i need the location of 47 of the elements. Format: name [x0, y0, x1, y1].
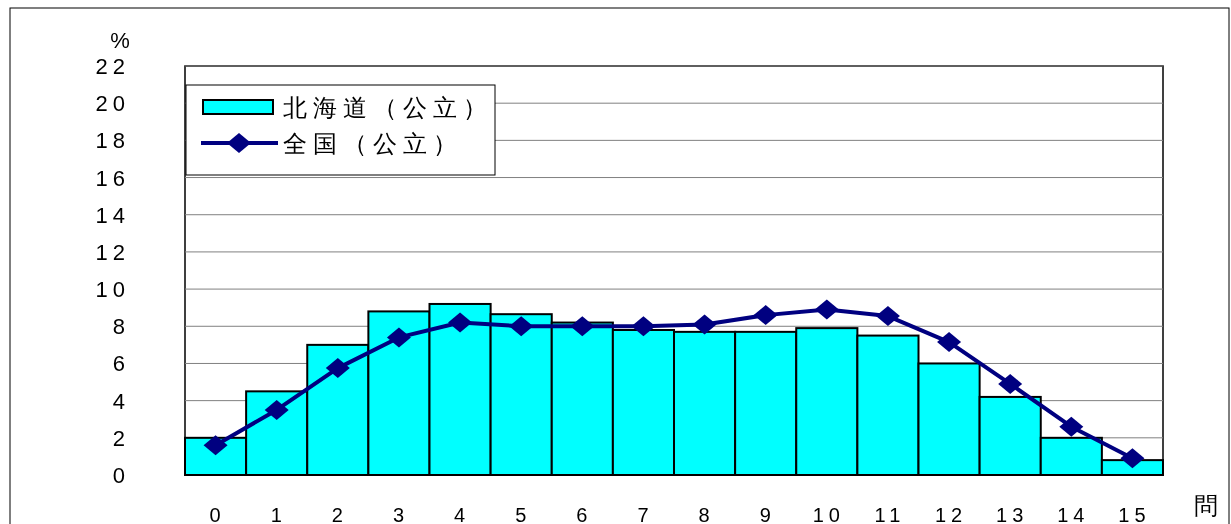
- y-tick-label: 2: [112, 425, 130, 451]
- point: [692, 314, 717, 335]
- x-tick-label: 12: [934, 504, 968, 524]
- x-tick-label: 0: [209, 504, 226, 524]
- point: [509, 316, 534, 337]
- x-tick-label: 9: [759, 504, 776, 524]
- x-tick-label: 2: [331, 504, 348, 524]
- point: [753, 305, 778, 326]
- x-tick-label: 1: [270, 504, 287, 524]
- y-tick-label: 14: [95, 202, 130, 228]
- x-tick-label: 10: [812, 504, 845, 524]
- x-tick-label: 7: [637, 504, 654, 524]
- x-tick-label: 11: [874, 504, 906, 524]
- point: [325, 358, 350, 379]
- point: [875, 306, 900, 327]
- y-tick-label: 18: [95, 128, 130, 154]
- y-tick-label: 10: [95, 277, 130, 303]
- point: [264, 399, 289, 420]
- y-tick-label: 6: [112, 351, 130, 377]
- y-tick-label: 22: [95, 54, 130, 79]
- point: [448, 312, 473, 333]
- x-tick-label: 14: [1057, 504, 1090, 524]
- x-tick-label: 15: [1118, 504, 1151, 524]
- y-tick-label: 0: [112, 463, 130, 488]
- point: [814, 299, 839, 320]
- point: [998, 373, 1023, 394]
- point: [631, 316, 656, 337]
- x-axis-title: 問: [1194, 492, 1218, 519]
- point: [570, 316, 595, 337]
- point: [937, 332, 962, 353]
- point: [1120, 448, 1145, 469]
- legend-label: 全国（公立）: [283, 130, 463, 157]
- x-tick-label: 8: [698, 504, 715, 524]
- y-tick-label: 12: [95, 239, 130, 265]
- y-tick-label: 20: [95, 91, 130, 117]
- legend-label: 北海道（公立）: [283, 94, 493, 121]
- x-tick-label: 5: [515, 504, 532, 524]
- y-tick-label: 16: [95, 165, 130, 191]
- y-axis-title: %: [110, 28, 130, 53]
- x-tick-label: 13: [996, 504, 1029, 524]
- y-tick-label: 8: [112, 314, 130, 340]
- point: [386, 327, 411, 348]
- x-tick-label: 6: [576, 504, 593, 524]
- x-tick-label: 3: [392, 504, 409, 524]
- x-tick-label: 4: [454, 504, 471, 524]
- y-tick-label: 4: [112, 388, 130, 414]
- point: [1059, 416, 1084, 437]
